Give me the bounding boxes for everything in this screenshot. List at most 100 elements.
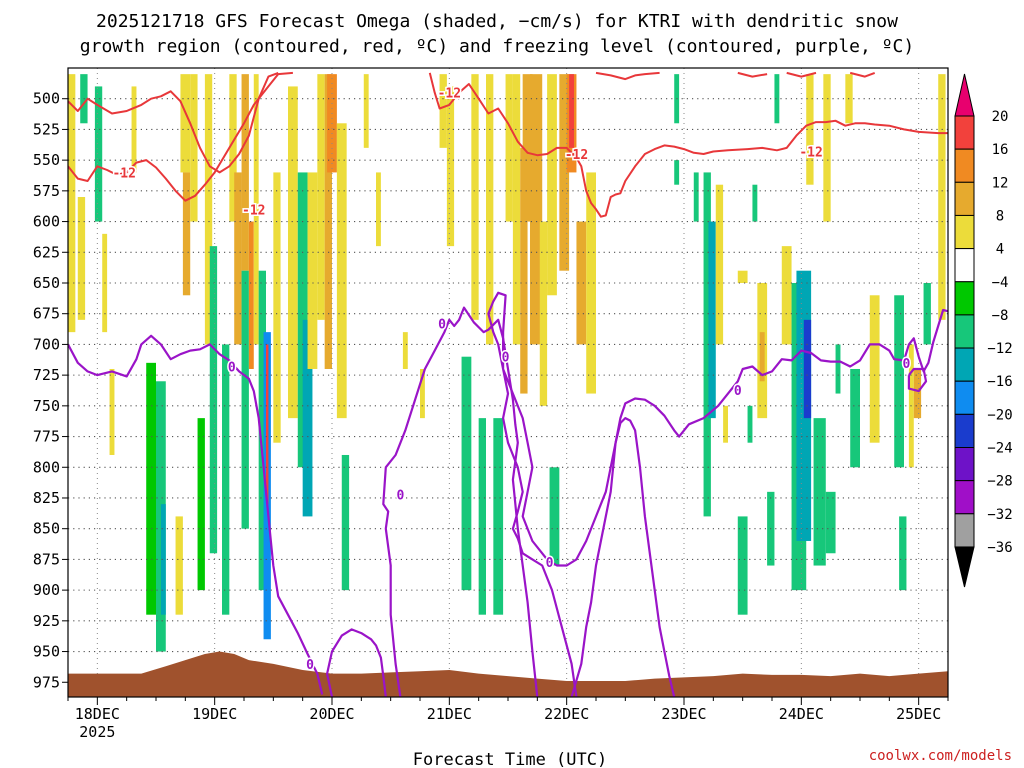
colorbar-top-arrow xyxy=(954,73,975,117)
omega-cell-52 xyxy=(512,74,521,345)
y-tick-label-525: 525 xyxy=(33,120,60,138)
colorbar-swatch-3 xyxy=(954,181,975,216)
omega-cell-74 xyxy=(747,405,753,443)
omega-cell-71 xyxy=(723,405,728,443)
freezing-contour-1 xyxy=(326,628,387,697)
omega-cell-59 xyxy=(559,74,570,271)
y-tick-label-825: 825 xyxy=(33,489,60,507)
contour-labels: -12 -12 -12 -12 -12 0 0 0 0 0 0 0 0 xyxy=(111,85,912,674)
omega-cell-45 xyxy=(454,74,462,345)
omega-cell-55 xyxy=(530,74,543,345)
omega-cell-68 xyxy=(703,172,711,517)
x-tick-label-24dec: 24DEC xyxy=(779,705,824,723)
credit-label: coolwx.com/models xyxy=(869,748,1012,764)
contour-label-11: 0 xyxy=(734,384,742,399)
contour-label-10: 0 xyxy=(546,556,554,571)
omega-cell-19 xyxy=(229,74,237,222)
omega-cell-18 xyxy=(222,344,230,615)
contour-label-1: -12 xyxy=(242,203,265,218)
omega-cell-34 xyxy=(317,74,325,320)
dendritic-contour-5 xyxy=(786,71,817,78)
omega-cell-11 xyxy=(180,74,191,173)
omega-cell-79 xyxy=(774,74,780,124)
freezing-contour-4 xyxy=(570,417,676,697)
omega-cell-86 xyxy=(823,74,831,222)
omega-cell-62 xyxy=(576,221,587,345)
colorbar-bottom-arrow xyxy=(954,546,975,588)
chart-title-line-1: 2025121718 GFS Forecast Omega (shaded, −… xyxy=(96,11,898,32)
colorbar-label-9: −20 xyxy=(987,407,1012,423)
colorbar-swatch-4 xyxy=(954,214,975,250)
omega-cell-70 xyxy=(715,184,724,345)
omega-cell-75 xyxy=(752,184,758,222)
omega-cell-80 xyxy=(781,246,792,345)
dendritic-contour-4 xyxy=(737,71,768,78)
omega-cell-97 xyxy=(923,282,931,345)
omega-cell-77 xyxy=(759,332,765,382)
omega-cell-89 xyxy=(838,147,848,271)
omega-cell-57 xyxy=(547,74,557,296)
x-axis-title: Forecast Time (UTC) xyxy=(413,750,607,768)
colorbar-swatch-13 xyxy=(954,513,975,548)
omega-cell-83 xyxy=(803,319,812,419)
omega-cell-40 xyxy=(376,172,381,247)
omega-cell-51 xyxy=(505,74,513,222)
contour-label-7: 0 xyxy=(397,488,405,503)
omega-cell-20 xyxy=(234,172,242,345)
y-tick-label-875: 875 xyxy=(33,550,60,568)
colorbar-label-2: 12 xyxy=(992,175,1009,191)
omega-cell-14 xyxy=(197,418,205,591)
dendritic-contour-6 xyxy=(849,71,876,78)
omega-cell-84 xyxy=(806,74,814,185)
omega-cell-67 xyxy=(693,172,699,222)
contour-label-12: 0 xyxy=(903,357,911,372)
colorbar-swatch-7 xyxy=(954,314,975,349)
chart-title-line-2: growth region (contoured, red, ºC) and f… xyxy=(80,36,914,57)
omega-cell-69 xyxy=(708,221,716,419)
y-tick-label-775: 775 xyxy=(33,428,60,446)
omega-cell-91 xyxy=(850,368,860,468)
y-tick-label-650: 650 xyxy=(33,274,60,292)
omega-cell-66 xyxy=(674,160,680,185)
colorbar-swatch-10 xyxy=(954,413,975,449)
dendritic-contour-3 xyxy=(595,71,660,81)
colorbar-label-8: −16 xyxy=(987,374,1012,390)
contour-label-4: -12 xyxy=(799,146,822,161)
omega-cell-85 xyxy=(813,418,826,566)
omega-cell-5 xyxy=(109,368,115,455)
colorbar-label-5: −4 xyxy=(992,275,1009,291)
omega-cell-22 xyxy=(241,270,249,529)
omega-cell-73 xyxy=(737,516,748,615)
omega-cell-92 xyxy=(869,295,880,443)
omega-cell-10 xyxy=(175,516,183,615)
omega-cell-87 xyxy=(825,491,836,554)
omega-cell-50 xyxy=(493,418,504,615)
dendritic-growth-contours xyxy=(68,71,948,218)
omega-cell-12 xyxy=(182,172,191,296)
y-axis: 500 525 550 575 600 625 650 675 700 725 750 775 800 8… xyxy=(33,90,68,691)
contour-label-3: -12 xyxy=(565,148,588,163)
colorbar-label-3: 8 xyxy=(996,208,1004,224)
y-tick-label-950: 950 xyxy=(33,643,60,661)
omega-cell-63 xyxy=(586,172,596,394)
colorbar-label-7: −12 xyxy=(987,341,1012,357)
omega-cell-3 xyxy=(94,86,103,222)
freezing-level-contours xyxy=(68,291,948,697)
colorbar-swatch-1 xyxy=(954,115,975,150)
omega-cell-13 xyxy=(190,74,198,222)
omega-cell-39 xyxy=(363,74,369,148)
colorbar-swatch-12 xyxy=(954,480,975,515)
x-tick-sublabel-18dec: 2025 xyxy=(79,723,115,741)
omega-cell-23 xyxy=(248,221,254,369)
omega-cell-28 xyxy=(273,172,281,443)
omega-cell-72 xyxy=(737,270,748,283)
y-tick-label-600: 600 xyxy=(33,213,60,231)
x-tick-label-19dec: 19DEC xyxy=(192,705,237,723)
omega-cell-94 xyxy=(899,516,907,591)
contour-label-8: 0 xyxy=(438,318,446,333)
colorbar-swatch-9 xyxy=(954,380,975,415)
contour-label-5: 0 xyxy=(228,361,236,376)
omega-cell-44 xyxy=(446,86,455,247)
y-tick-label-625: 625 xyxy=(33,243,60,261)
